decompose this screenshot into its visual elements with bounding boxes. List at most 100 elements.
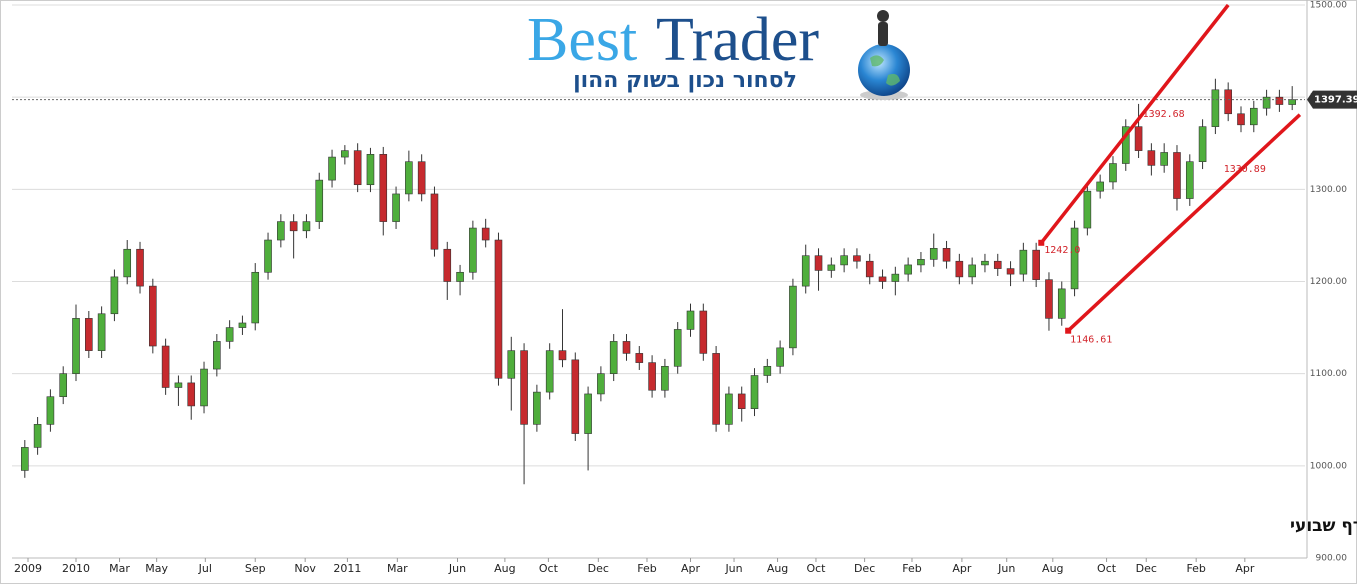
x-tick-label: Sep [245,562,266,575]
candle-body [917,259,925,266]
x-tick-label: Jun [997,562,1015,575]
x-tick-label: Dec [854,562,875,575]
x-tick-label: 2011 [333,562,361,575]
candle-body [763,365,772,376]
candle-body [1032,249,1040,280]
candle-body [161,345,170,388]
candle-body [1083,190,1092,229]
candle-body [481,227,490,241]
candle-body [1070,227,1079,290]
candle-body [507,350,516,379]
y-tick-label: 1000.00 [1310,461,1347,471]
candle-body [1096,181,1104,192]
candle-body [430,193,439,250]
candle-body [725,393,733,425]
candle-body [33,424,42,448]
candle-body [353,150,362,186]
x-tick-label: Apr [952,562,972,575]
x-tick-label: Feb [1186,562,1205,575]
candle-body [1198,126,1207,162]
candle-body [302,221,311,232]
x-tick-label: Oct [1097,562,1117,575]
candle-body [494,239,503,379]
annotation: 1146.61 [1070,335,1112,346]
last-price-label: 1397.39 [1314,95,1357,106]
candle-body [1057,288,1066,319]
candle-body [673,329,682,367]
trend-anchor [1038,239,1045,246]
candle-body [1147,150,1156,166]
candle-body [942,248,951,262]
x-tick-label: Aug [494,562,515,575]
candle-body [328,156,336,181]
x-tick-label: Feb [902,562,921,575]
candle-body [366,154,375,186]
candle-body [59,373,68,398]
brand-trader: Trader [656,6,819,74]
candle-body [110,276,119,315]
candle-body [1211,89,1220,127]
candle-body [277,221,285,241]
candle-body [712,353,720,425]
candle-body [520,350,528,425]
candle-body [584,393,592,434]
candle-body [289,221,298,232]
candle-body [1121,126,1130,164]
candle-body [443,248,452,282]
candle-body [955,260,964,278]
y-tick-label: 1500.00 [1310,1,1347,11]
candle-body [699,310,708,354]
candle-body [315,179,324,222]
trend-line [1039,3,1230,244]
brand-best: Best [527,6,637,74]
x-tick-label: Oct [539,562,559,575]
x-tick-label: Apr [681,562,701,575]
candle-body [200,368,208,407]
candle-body [993,260,1002,269]
candle-body [878,276,887,282]
candle-body [174,382,183,388]
candle-body [456,271,464,282]
candle-body [123,248,132,278]
candle-body [1019,249,1028,275]
x-tick-label: 2009 [14,562,42,575]
candle-body [469,227,477,273]
annotation: 1330.89 [1224,164,1266,175]
candle-body [1224,89,1232,115]
candle-body [648,362,656,391]
candle-body [1045,279,1053,319]
candle-body [136,248,144,287]
y-tick-label: 1100.00 [1310,369,1347,379]
x-tick-label: Jun [448,562,466,575]
candle-body [46,396,55,425]
candle-body [661,365,669,391]
candle-body [264,239,272,273]
candle-body [891,273,900,282]
candle-body [981,260,989,266]
candle-body [814,255,823,271]
candle-body [1173,152,1181,199]
candle-body [1249,107,1258,126]
candle-body [776,347,784,367]
annotation: 1392.68 [1143,109,1185,120]
candle-body [865,260,874,278]
x-tick-label: Jun [724,562,742,575]
candle-body [417,161,426,195]
candle-body [21,447,29,471]
tagline: לסחור נכון בשוק ההון [573,68,797,93]
candle-body [622,341,631,354]
candle-body [85,318,93,351]
candle-body [968,264,976,278]
candle-body [533,391,541,425]
x-tick-label: May [145,562,168,575]
trend-anchor [1065,327,1072,334]
candle-body [251,271,260,324]
x-tick-label: Feb [637,562,656,575]
candle-body [379,154,388,222]
candle-body [1185,161,1194,199]
candle-body [737,393,746,409]
x-tick-label: Mar [387,562,408,575]
annotation: 1242.0 [1044,245,1080,256]
candle-body [187,382,196,407]
